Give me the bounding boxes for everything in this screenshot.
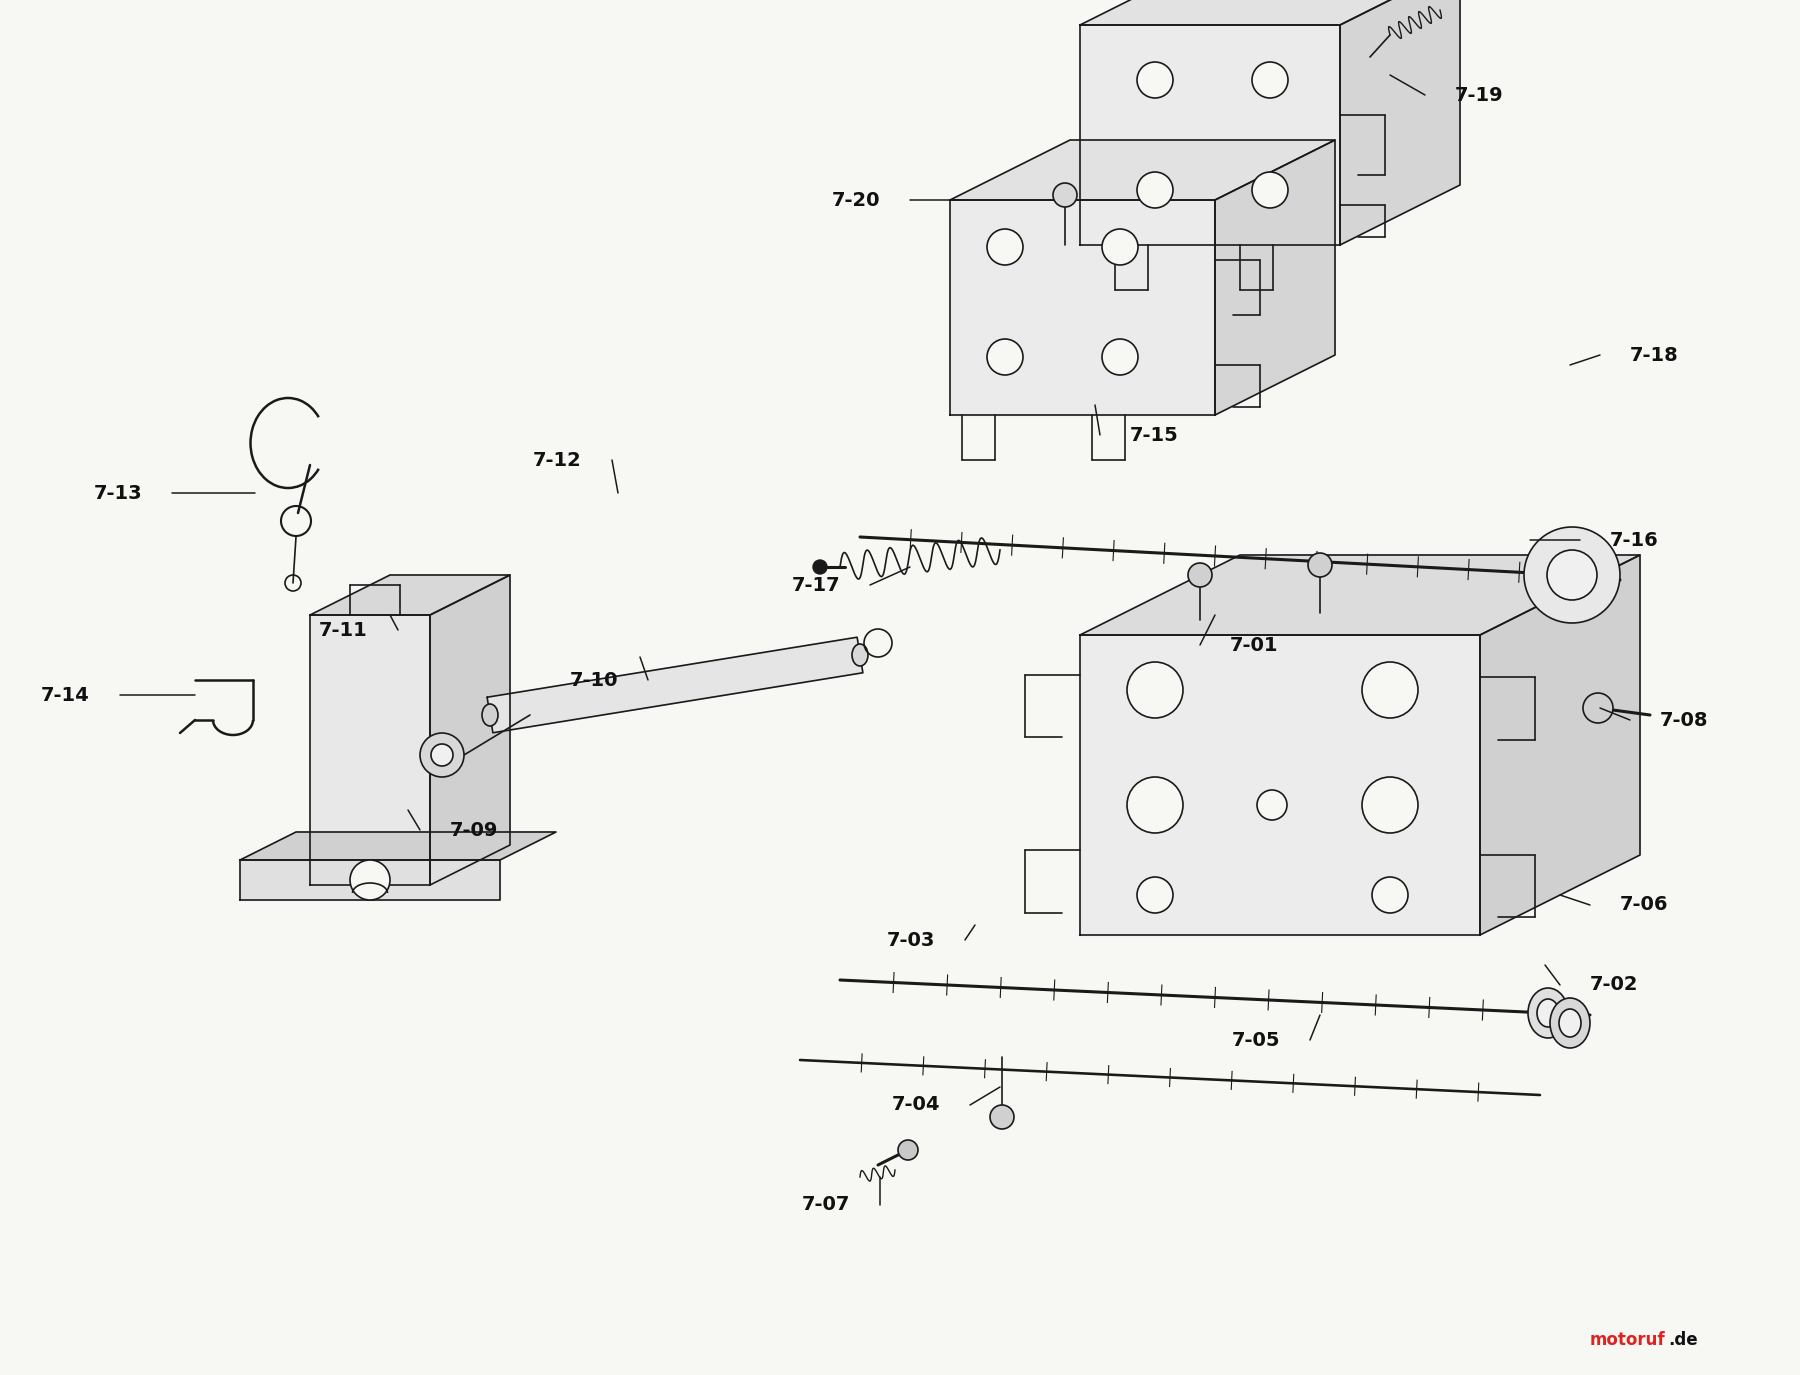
Circle shape — [1372, 877, 1408, 913]
Text: 7-07: 7-07 — [801, 1195, 850, 1214]
Text: 7-14: 7-14 — [41, 686, 90, 704]
Circle shape — [1127, 661, 1183, 718]
Circle shape — [898, 1140, 918, 1160]
Text: 7-10: 7-10 — [569, 671, 617, 689]
Text: 7-06: 7-06 — [1620, 895, 1669, 914]
Circle shape — [1138, 877, 1174, 913]
Polygon shape — [1339, 0, 1460, 245]
Ellipse shape — [482, 704, 499, 726]
Polygon shape — [1080, 635, 1480, 935]
Text: 7-08: 7-08 — [1660, 711, 1708, 730]
Circle shape — [1309, 553, 1332, 578]
Text: 7-09: 7-09 — [450, 821, 499, 840]
Text: 7-16: 7-16 — [1609, 531, 1660, 550]
Circle shape — [1138, 172, 1174, 208]
Circle shape — [419, 733, 464, 777]
Circle shape — [1188, 562, 1211, 587]
Text: motoruf: motoruf — [1589, 1331, 1665, 1349]
Polygon shape — [488, 637, 862, 733]
Polygon shape — [430, 575, 509, 886]
Circle shape — [349, 859, 391, 901]
Circle shape — [986, 230, 1022, 265]
Circle shape — [1363, 777, 1418, 833]
Polygon shape — [1080, 556, 1640, 635]
Polygon shape — [310, 575, 509, 615]
Text: 7-04: 7-04 — [891, 1096, 940, 1115]
Circle shape — [1127, 777, 1183, 833]
Polygon shape — [1080, 25, 1339, 245]
Text: 7-18: 7-18 — [1631, 345, 1679, 364]
Text: 7-13: 7-13 — [94, 484, 142, 502]
Text: 7-12: 7-12 — [533, 451, 581, 469]
Text: 7-17: 7-17 — [792, 576, 841, 594]
Polygon shape — [1080, 0, 1460, 25]
Circle shape — [1582, 693, 1613, 723]
Polygon shape — [1215, 140, 1336, 415]
Circle shape — [1102, 340, 1138, 375]
Ellipse shape — [851, 644, 868, 666]
Ellipse shape — [1528, 989, 1568, 1038]
Circle shape — [1256, 791, 1287, 819]
Circle shape — [990, 1106, 1013, 1129]
Polygon shape — [950, 140, 1336, 199]
Polygon shape — [1480, 556, 1640, 935]
Text: 7-15: 7-15 — [1130, 425, 1179, 444]
Polygon shape — [239, 832, 556, 859]
Circle shape — [1525, 527, 1620, 623]
Circle shape — [1253, 172, 1289, 208]
Text: 7-20: 7-20 — [832, 191, 880, 209]
Text: .de: .de — [1669, 1331, 1697, 1349]
Circle shape — [430, 744, 454, 766]
Ellipse shape — [1550, 998, 1589, 1048]
Ellipse shape — [1559, 1009, 1580, 1037]
Polygon shape — [310, 615, 430, 886]
Circle shape — [1138, 62, 1174, 98]
Circle shape — [1546, 550, 1597, 600]
Circle shape — [814, 560, 826, 573]
Ellipse shape — [1537, 1000, 1559, 1027]
Circle shape — [1053, 183, 1076, 208]
Text: 7-05: 7-05 — [1231, 1030, 1280, 1049]
Polygon shape — [239, 859, 500, 901]
Circle shape — [986, 340, 1022, 375]
Text: 7-19: 7-19 — [1454, 85, 1503, 104]
Text: 7-03: 7-03 — [887, 931, 934, 950]
Polygon shape — [950, 199, 1215, 415]
Circle shape — [1102, 230, 1138, 265]
Circle shape — [1253, 62, 1289, 98]
Circle shape — [1363, 661, 1418, 718]
Text: 7-02: 7-02 — [1589, 975, 1638, 994]
Text: 7-01: 7-01 — [1229, 635, 1278, 654]
Text: 7-11: 7-11 — [319, 620, 367, 639]
